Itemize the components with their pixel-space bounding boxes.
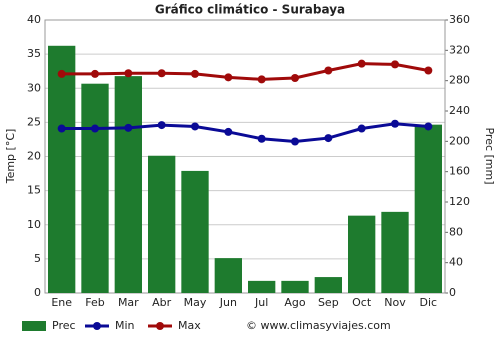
- point: [257, 134, 266, 143]
- y2-tick-label: 360: [449, 13, 470, 26]
- y-tick-label: 20: [27, 150, 41, 163]
- point: [324, 134, 333, 143]
- plot-frame: [44, 19, 446, 294]
- point: [291, 137, 299, 146]
- bar: [214, 258, 242, 293]
- point: [191, 122, 199, 131]
- legend-label: Min: [115, 319, 135, 332]
- bar: [314, 277, 342, 293]
- x-tick-label: Dic: [420, 296, 438, 309]
- bar: [281, 280, 309, 293]
- bar: [381, 211, 409, 293]
- y-axis-label: Temp [°C]: [4, 129, 17, 185]
- point: [424, 66, 433, 75]
- y2-tick-label: 0: [449, 286, 456, 299]
- point: [124, 69, 133, 78]
- y-tick-label: 0: [34, 286, 41, 299]
- point: [391, 119, 399, 128]
- x-tick-label: Nov: [384, 296, 406, 309]
- y2-tick-label: 200: [449, 134, 470, 147]
- y2-tick-label: 160: [449, 165, 470, 178]
- point: [124, 123, 133, 132]
- y2-axis-label: Prec [mm]: [483, 127, 496, 184]
- y-tick-label: 25: [27, 115, 41, 128]
- source-credit: © www.climasyviajes.com: [246, 319, 391, 332]
- x-tick-label: Jun: [219, 296, 237, 309]
- x-tick-label: Jul: [254, 296, 268, 309]
- y-tick-label: 40: [27, 13, 41, 26]
- line: [61, 122, 429, 143]
- point: [424, 122, 433, 131]
- bar: [114, 76, 142, 293]
- point: [224, 127, 233, 136]
- line: [61, 62, 429, 81]
- chart-title: Gráfico climático - Surabaya: [155, 3, 345, 17]
- bar: [248, 280, 276, 293]
- y2-tick-label: 240: [449, 104, 470, 117]
- y-tick-label: 15: [27, 184, 41, 197]
- legend-swatch: [93, 322, 101, 330]
- point: [224, 73, 233, 82]
- y-tick-label: 30: [27, 81, 41, 94]
- x-tick-label: Oct: [352, 296, 372, 309]
- point: [57, 124, 66, 133]
- legend-swatch: [22, 321, 46, 331]
- bar: [348, 215, 376, 293]
- bar: [414, 124, 442, 294]
- legend-swatch: [156, 322, 164, 330]
- point: [357, 124, 366, 133]
- y2-tick-label: 320: [449, 43, 470, 56]
- y2-tick-label: 80: [449, 225, 463, 238]
- bar: [81, 83, 109, 293]
- x-tick-label: Abr: [152, 296, 172, 309]
- x-tick-label: May: [184, 296, 207, 309]
- bar: [48, 45, 76, 294]
- point: [157, 69, 166, 78]
- point: [157, 121, 166, 130]
- x-tick-label: Sep: [318, 296, 339, 309]
- x-tick-label: Mar: [118, 296, 139, 309]
- point: [291, 74, 299, 83]
- point: [191, 69, 199, 78]
- legend-label: Max: [178, 319, 201, 332]
- point: [391, 60, 399, 69]
- point: [91, 124, 99, 133]
- point: [357, 59, 366, 68]
- point: [57, 69, 66, 78]
- point: [324, 66, 333, 75]
- x-tick-label: Ago: [284, 296, 306, 309]
- x-tick-label: Feb: [85, 296, 104, 309]
- y-tick-label: 10: [27, 218, 41, 231]
- y-tick-label: 5: [34, 252, 41, 265]
- bar: [148, 155, 176, 293]
- bar: [181, 170, 209, 293]
- y2-tick-label: 120: [449, 195, 470, 208]
- x-tick-label: Ene: [51, 296, 72, 309]
- point: [91, 69, 99, 78]
- point: [257, 75, 266, 84]
- y2-tick-label: 280: [449, 74, 470, 87]
- legend-label: Prec: [52, 319, 76, 332]
- y2-tick-label: 40: [449, 256, 463, 269]
- y-tick-label: 35: [27, 47, 41, 60]
